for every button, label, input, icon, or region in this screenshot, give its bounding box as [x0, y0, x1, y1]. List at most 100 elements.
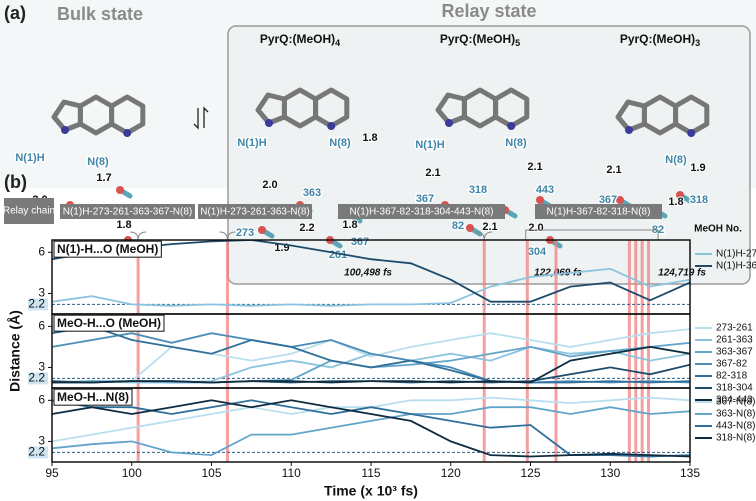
x-tick-label: 115: [361, 466, 380, 480]
structure-label: 2.1: [527, 161, 542, 173]
relay-chain-box: [198, 204, 312, 219]
title-subscript: 5: [515, 38, 520, 48]
relay-title: Relay state: [441, 1, 536, 21]
panel-label: (b): [4, 172, 27, 192]
structure-label: 1.7: [96, 172, 111, 184]
x-tick-label: 95: [45, 466, 59, 480]
x-axis-label: Time (x 10³ fs): [324, 483, 418, 499]
legend-label: 318-N(8): [716, 433, 755, 444]
panel-title-box: [53, 240, 162, 258]
structure-label: N(8): [329, 137, 351, 149]
structure-label: 367: [351, 236, 369, 248]
panel-title: N(1)-H...O (MeOH): [57, 242, 158, 256]
structure-title: PyrQ:(MeOH)3: [620, 32, 700, 48]
structure-label: 363: [303, 187, 321, 199]
x-tick-label: 105: [201, 466, 221, 480]
structure-label: 2.1: [606, 164, 621, 176]
series-line: [52, 328, 690, 384]
legend-label: N(1)H-273: [716, 249, 756, 260]
threshold-label-bg: [28, 446, 48, 459]
y-tick-label: 6: [38, 319, 45, 333]
legend-label: 367-82: [716, 359, 748, 370]
x-tick-label: 125: [520, 466, 540, 480]
relay-chain-box: [4, 198, 54, 224]
event-highlight: [136, 240, 140, 462]
threshold-label-bg: [28, 298, 48, 311]
series-line: [52, 267, 690, 307]
series-line: [52, 345, 690, 384]
series-line: [52, 332, 690, 384]
relay-pointer: [130, 231, 147, 241]
legend-title: MeOH No.: [694, 224, 742, 235]
structure-label: 1.8: [116, 219, 131, 231]
panel-label: (a): [4, 3, 26, 23]
relay-chain-label: Relay chain: [3, 206, 55, 217]
x-tick-label: 120: [441, 466, 461, 480]
series-line: [52, 399, 690, 458]
structure-label: 273: [236, 227, 254, 239]
structure-title: PyrQ:(MeOH)4: [260, 32, 340, 48]
series-line: [52, 399, 690, 458]
relay-chain-label: N(1)H-273-261-363-367-N(8): [63, 207, 193, 218]
bulk-title: Bulk state: [57, 4, 143, 24]
x-tick-label: 130: [600, 466, 620, 480]
relay-chain-box: [338, 204, 505, 219]
structure-label: N(1)H: [237, 137, 266, 149]
title-base: PyrQ:(MeOH): [440, 32, 515, 46]
structure-label: 2.2: [299, 222, 314, 234]
series-line: [52, 396, 690, 443]
structure-label: 443: [536, 184, 554, 196]
panel-frame: [51, 387, 691, 463]
legend-label: 82-318: [716, 371, 748, 382]
structure-label: 367: [416, 193, 434, 205]
relay-chain-label: N(1)H-273-261-363-N(8): [200, 207, 309, 218]
structure-label: 82: [452, 220, 464, 232]
legend-label: 363-367: [716, 347, 753, 358]
x-tick-label: 100: [122, 466, 142, 480]
structure-label: 318: [690, 194, 708, 206]
title-base: PyrQ:(MeOH): [260, 32, 335, 46]
panel-title: MeO-H...N(8): [57, 390, 129, 404]
panel-title-box: [53, 314, 165, 332]
event-highlight: [225, 240, 229, 462]
legend-label: 363-N(8): [716, 409, 755, 420]
structure-label: 318: [469, 184, 487, 196]
series-line: [52, 345, 690, 384]
relay-chain-label: N(1)H-367-82-318-304-443-N(8): [350, 207, 494, 218]
legend-label: N(1)H-367: [716, 261, 756, 272]
structure-label: 2.0: [262, 179, 277, 191]
structure-label: N(1)H: [415, 139, 444, 151]
structure-label: 367: [599, 194, 617, 206]
y-tick-label: 6: [38, 393, 45, 407]
title-subscript: 4: [335, 38, 340, 48]
relay-chain-box: [60, 204, 195, 219]
structure-label: N(8): [87, 156, 109, 168]
threshold-label-bg: [28, 372, 48, 385]
series-line: [52, 406, 690, 457]
structure-label: 1.8: [362, 132, 377, 144]
legend-label: 443-N(8): [716, 421, 755, 432]
event-highlight: [640, 240, 644, 462]
x-tick-label: 135: [680, 466, 700, 480]
structure-label: 1.8: [342, 219, 357, 231]
y-tick-label: 3: [38, 286, 45, 300]
event-highlight: [525, 240, 529, 462]
series-line: [52, 325, 690, 384]
structure-label: 1.8: [668, 196, 683, 208]
time-stamp: 122,069 fs: [534, 268, 582, 279]
y-tick-label: 3: [38, 360, 45, 374]
structure-label: 2.0: [528, 222, 543, 234]
legend-label: 367-N(8): [716, 397, 755, 408]
x-tick-label: 110: [282, 466, 301, 480]
legend-label: 261-363: [716, 335, 753, 346]
structure-label: 2.1: [482, 221, 497, 233]
structure-label: N(8): [505, 137, 527, 149]
relay-chain-box: [535, 204, 662, 219]
y-tick-label: 6: [38, 245, 45, 259]
title-subscript: 3: [695, 38, 700, 48]
time-stamp: 100,498 fs: [344, 268, 392, 279]
structure-label: N(8): [665, 154, 687, 166]
event-highlight: [482, 240, 486, 462]
panel-title-box: [53, 388, 133, 406]
threshold-label: 2.2: [28, 371, 45, 385]
